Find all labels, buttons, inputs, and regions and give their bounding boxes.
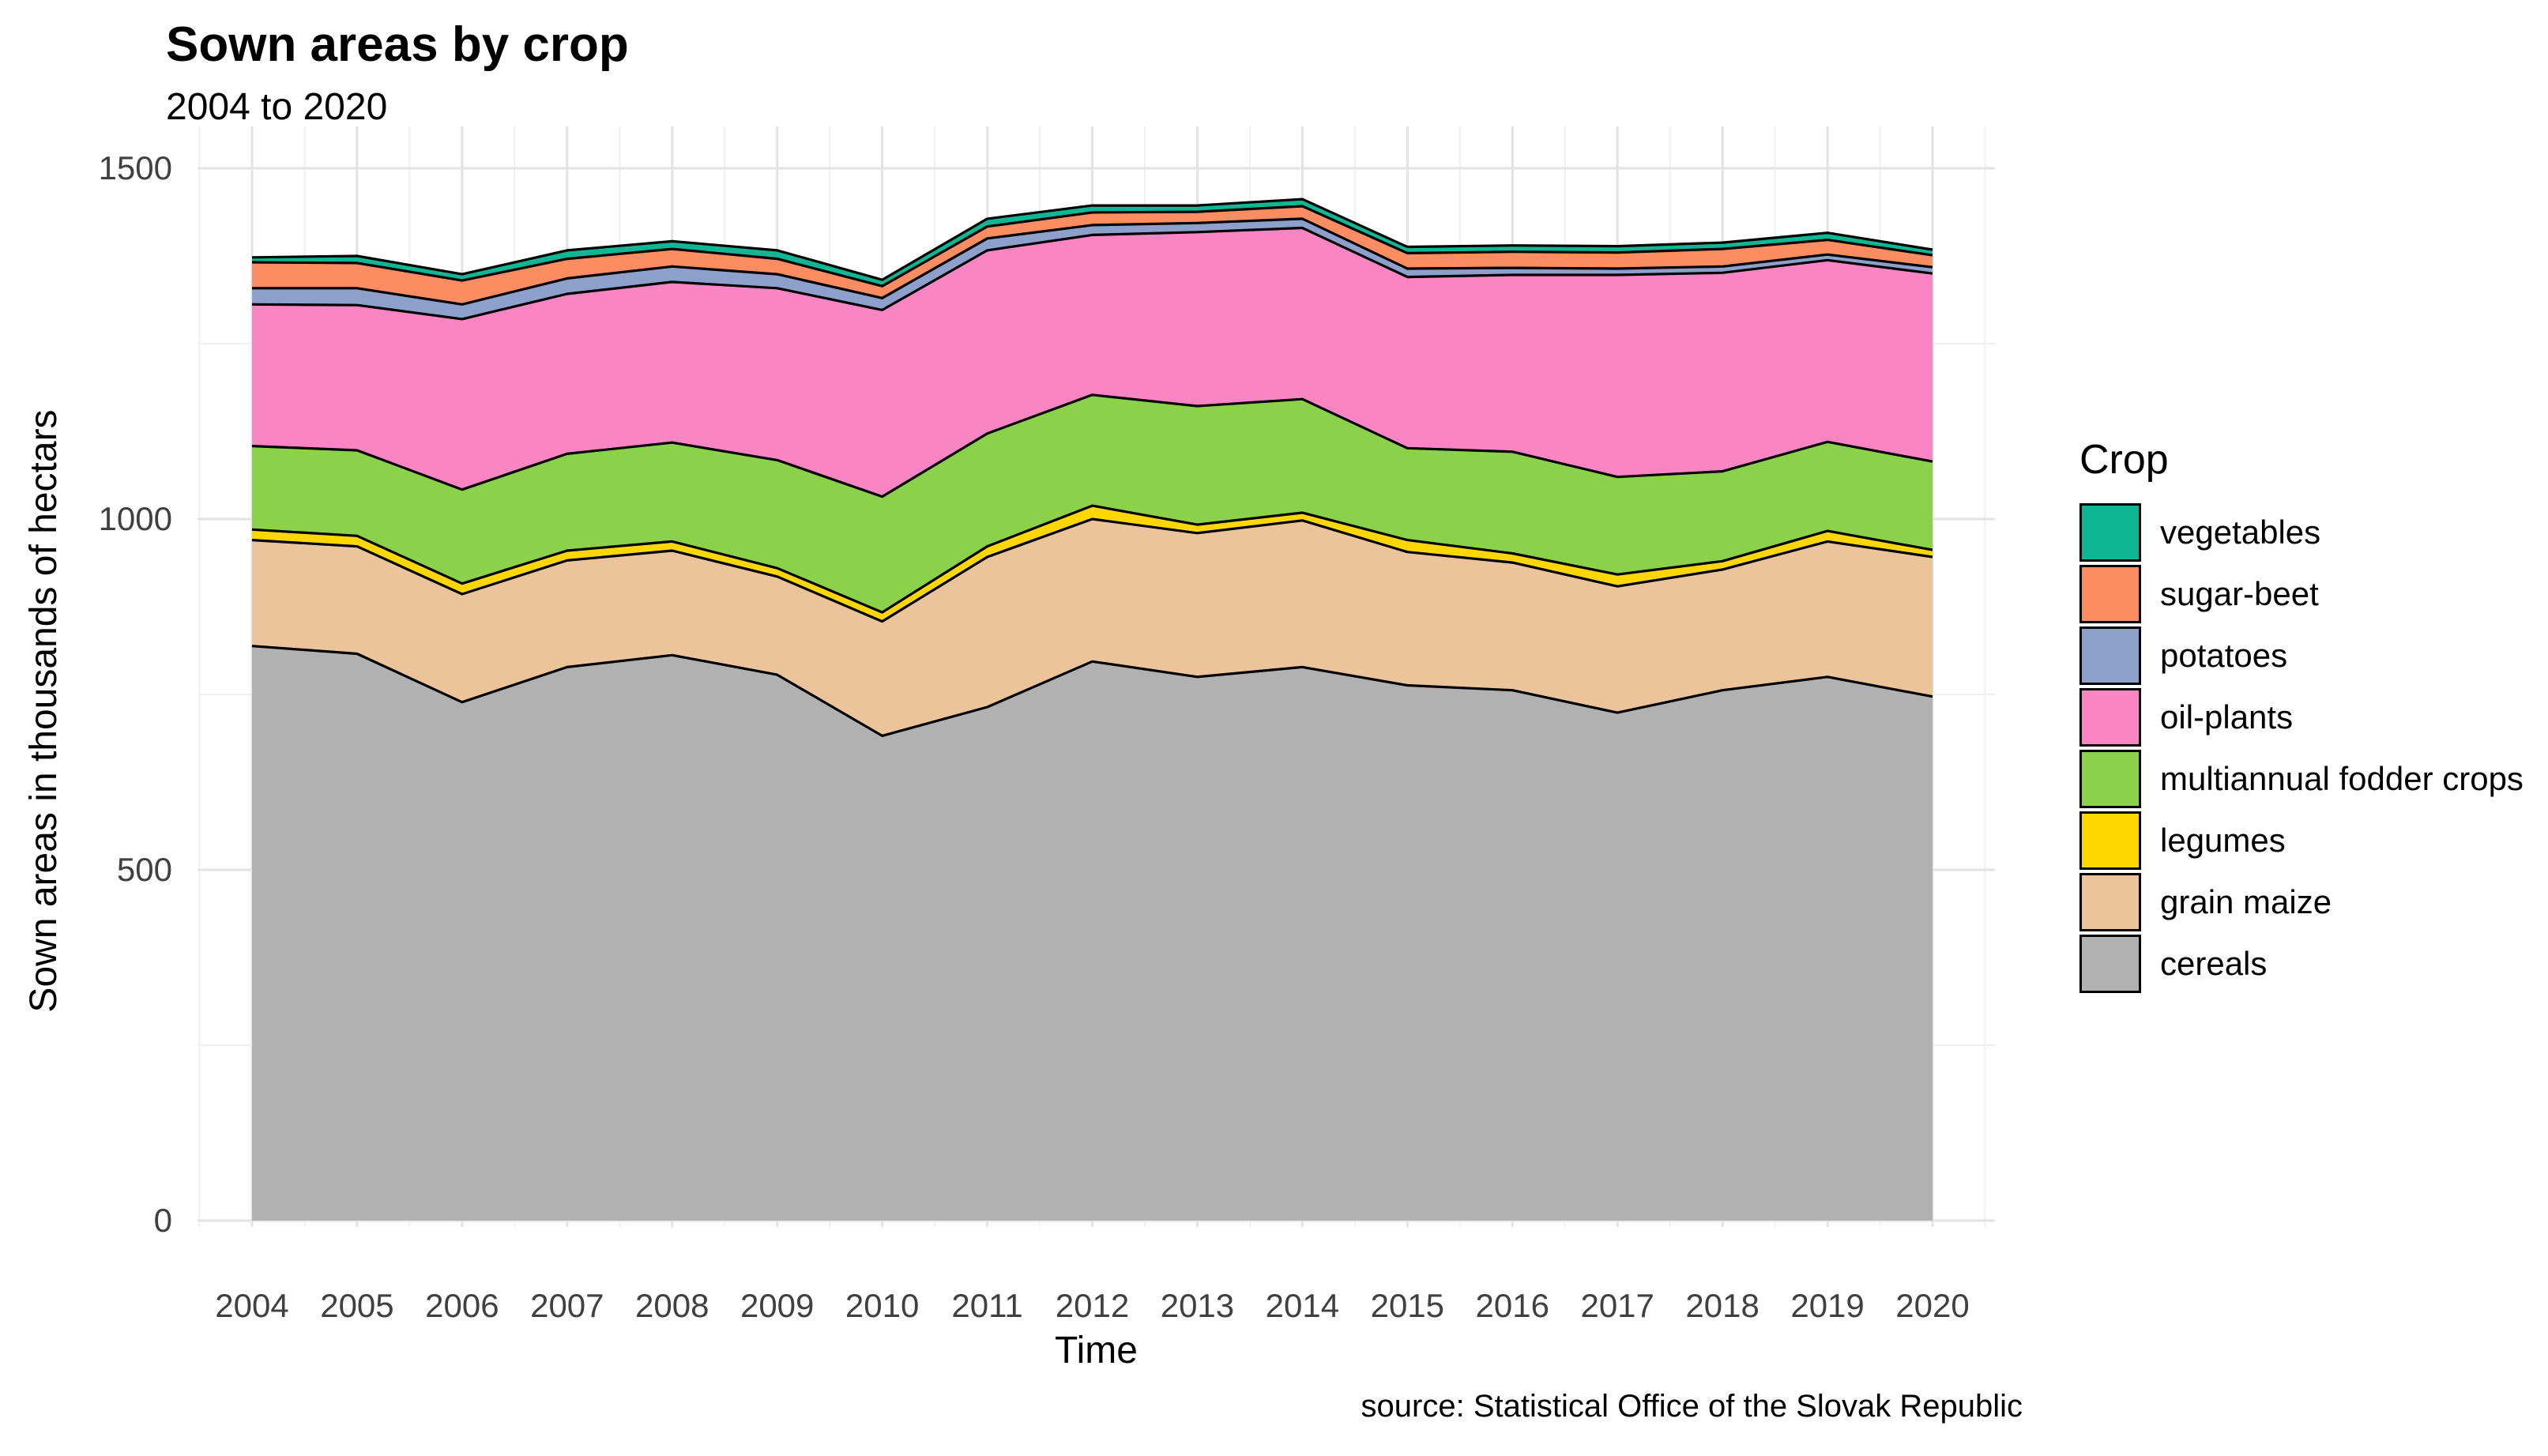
- legend-item-potatoes: potatoes: [2079, 626, 2524, 685]
- x-tick-label: 2019: [1790, 1287, 1865, 1324]
- x-tick-label: 2013: [1160, 1287, 1235, 1324]
- legend-label: multiannual fodder crops: [2160, 760, 2524, 797]
- x-tick-label: 2007: [530, 1287, 604, 1324]
- legend-label: legumes: [2160, 822, 2286, 859]
- x-tick-label: 2004: [215, 1287, 289, 1324]
- legend-label: potatoes: [2160, 637, 2288, 674]
- legend-item-vegetables: vegetables: [2079, 503, 2524, 562]
- x-tick-label: 2009: [740, 1287, 815, 1324]
- legend-item-oil-plants: oil-plants: [2079, 688, 2524, 747]
- legend-item-multiannual-fodder-crops: multiannual fodder crops: [2079, 750, 2524, 808]
- x-tick-label: 2012: [1055, 1287, 1130, 1324]
- legend-label: sugar-beet: [2160, 575, 2319, 612]
- legend-items: vegetables sugar-beet potatoes oil-plants mu…: [2079, 503, 2524, 993]
- chart-subtitle: 2004 to 2020: [166, 86, 388, 128]
- chart-title: Sown areas by crop: [166, 17, 629, 72]
- area-oil-plants: [252, 228, 1933, 497]
- area-sugar-beet: [252, 206, 1933, 305]
- legend-label: oil-plants: [2160, 698, 2294, 736]
- x-tick-label: 2016: [1475, 1287, 1549, 1324]
- area-multiannual-fodder-crops: [252, 394, 1933, 613]
- legend-label: vegetables: [2160, 514, 2321, 551]
- y-tick-label: 0: [153, 1202, 172, 1239]
- legend-swatch-icon: [2079, 811, 2141, 870]
- x-tick-label: 2011: [951, 1287, 1023, 1324]
- x-tick-label: 2017: [1580, 1287, 1654, 1324]
- legend-title: Crop: [2079, 437, 2169, 483]
- x-tick-label: 2006: [425, 1287, 499, 1324]
- y-tick-label: 1500: [98, 149, 172, 186]
- legend-swatch-icon: [2079, 626, 2141, 685]
- legend-swatch-icon: [2079, 935, 2141, 993]
- x-tick-label: 2015: [1370, 1287, 1445, 1324]
- legend-item-legumes: legumes: [2079, 811, 2524, 870]
- x-axis-title: Time: [1055, 1330, 1138, 1371]
- legend-item-grain-maize: grain maize: [2079, 873, 2524, 931]
- area-cereals: [252, 645, 1933, 1221]
- legend-swatch-icon: [2079, 873, 2141, 931]
- x-tick-label: 2005: [320, 1287, 394, 1324]
- x-tick-label: 2008: [635, 1287, 709, 1324]
- x-tick-label: 2014: [1265, 1287, 1340, 1324]
- legend-item-sugar-beet: sugar-beet: [2079, 565, 2524, 623]
- source-caption: source: Statistical Office of the Slovak…: [1361, 1389, 2023, 1424]
- x-tick-label: 2018: [1685, 1287, 1760, 1324]
- legend-swatch-icon: [2079, 688, 2141, 747]
- y-axis-title: Sown areas in thousands of hectars: [23, 409, 65, 1013]
- x-tick-label: 2010: [845, 1287, 920, 1324]
- area-grain-maize: [252, 519, 1933, 736]
- y-tick-label: 500: [116, 851, 172, 888]
- legend-swatch-icon: [2079, 565, 2141, 623]
- legend-label: grain maize: [2160, 883, 2332, 920]
- x-tick-label: 2020: [1895, 1287, 1970, 1324]
- legend: Crop vegetables sugar-beet potatoes oil-pla…: [2079, 439, 2524, 997]
- legend-item-cereals: cereals: [2079, 935, 2524, 993]
- legend-label: cereals: [2160, 945, 2268, 982]
- legend-swatch-icon: [2079, 503, 2141, 562]
- y-tick-label: 1000: [98, 500, 172, 537]
- legend-swatch-icon: [2079, 750, 2141, 808]
